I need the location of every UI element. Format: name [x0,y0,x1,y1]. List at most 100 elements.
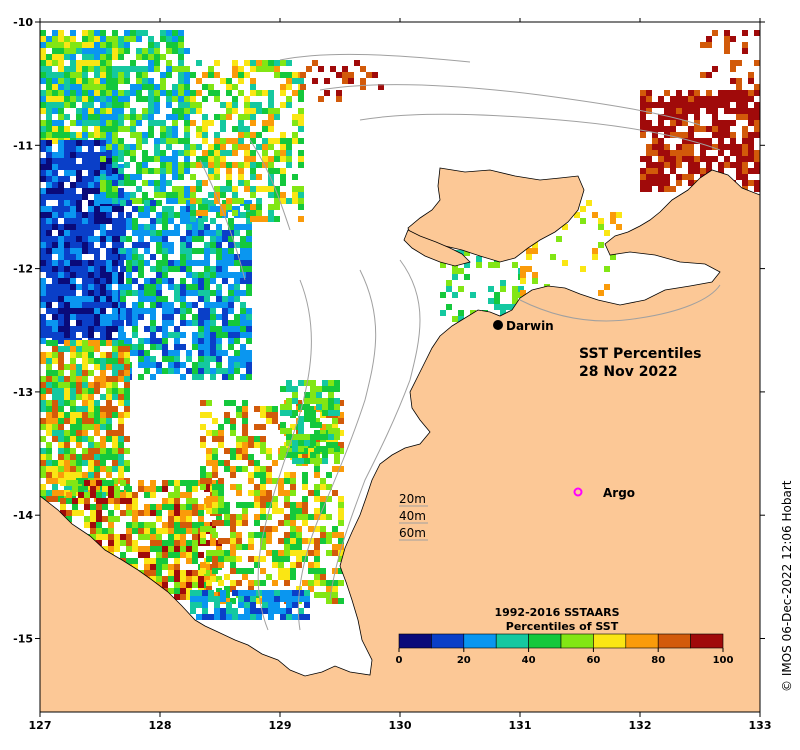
sst-pixel [186,368,192,374]
sst-pixel [82,224,88,230]
sst-pixel [118,194,124,200]
sst-pixel [150,374,156,380]
sst-pixel [616,224,622,230]
sst-pixel [314,490,320,496]
sst-pixel [126,272,132,278]
sst-pixel [268,96,274,102]
sst-pixel [120,302,126,308]
sst-pixel [114,504,120,510]
sst-pixel [94,164,100,170]
sst-pixel [162,480,168,486]
sst-pixel [154,150,160,156]
sst-pixel [228,296,234,302]
sst-pixel [742,96,748,102]
sst-pixel [464,274,470,280]
sst-pixel [180,374,186,380]
sst-pixel [204,290,210,296]
sst-pixel [88,108,94,114]
colorbar-segment [528,633,562,649]
sst-pixel [240,248,246,254]
sst-pixel [250,590,256,596]
sst-pixel [512,292,518,298]
sst-pixel [212,592,218,598]
sst-pixel [118,102,124,108]
sst-pixel [256,102,262,108]
sst-pixel [230,526,236,532]
sst-pixel [286,386,292,392]
sst-pixel [138,486,144,492]
sst-pixel [532,272,538,278]
sst-pixel [106,314,112,320]
sst-pixel [290,544,296,550]
sst-pixel [266,466,272,472]
latitude-axis: -10-11-12-13-14-15 [13,16,765,646]
sst-pixel [96,540,102,546]
sst-pixel [198,356,204,362]
sst-pixel [168,570,174,576]
sst-pixel [206,460,212,466]
sst-pixel [676,108,682,114]
sst-pixel [114,540,120,546]
sst-pixel [52,326,58,332]
sst-pixel [246,266,252,272]
sst-pixel [150,266,156,272]
sst-pixel [132,278,138,284]
sst-pixel [76,370,82,376]
sst-pixel [204,338,210,344]
sst-pixel [136,66,142,72]
sst-pixel [284,496,290,502]
sst-pixel [94,78,100,84]
sst-pixel [196,60,202,66]
sst-pixel [230,484,236,490]
sst-pixel [94,382,100,388]
sst-pixel [46,66,52,72]
sst-pixel [106,448,112,454]
sst-pixel [640,96,646,102]
sst-pixel [748,72,754,78]
sst-pixel [70,140,76,146]
sst-pixel [94,170,100,176]
sst-pixel [58,132,64,138]
sst-pixel [178,84,184,90]
sst-pixel [640,156,646,162]
sst-pixel [46,176,52,182]
sst-pixel [186,212,192,218]
sst-pixel [148,126,154,132]
sst-pixel [310,398,316,404]
sst-pixel [58,418,64,424]
sst-pixel [172,114,178,120]
sst-pixel [82,102,88,108]
sst-pixel [292,410,298,416]
sst-pixel [298,138,304,144]
sst-pixel [106,248,112,254]
sst-pixel [246,230,252,236]
sst-pixel [212,472,218,478]
sst-pixel [724,36,730,42]
sst-pixel [314,508,320,514]
sst-pixel [296,502,302,508]
sst-pixel [298,216,304,222]
sst-pixel [76,346,82,352]
sst-pixel [46,108,52,114]
sst-pixel [646,156,652,162]
sst-pixel [212,430,218,436]
sst-pixel [88,224,94,230]
sst-pixel [52,138,58,144]
sst-pixel [200,424,206,430]
sst-pixel [236,442,242,448]
sst-pixel [112,174,118,180]
sst-pixel [126,224,132,230]
sst-pixel [150,290,156,296]
sst-pixel [46,284,52,290]
sst-pixel [222,296,228,302]
sst-pixel [640,102,646,108]
sst-pixel [260,502,266,508]
sst-pixel [178,96,184,102]
sst-pixel [40,382,46,388]
sst-pixel [262,66,268,72]
sst-pixel [298,108,304,114]
sst-pixel [112,436,118,442]
sst-pixel [148,168,154,174]
sst-pixel [326,448,332,454]
sst-pixel [338,442,344,448]
